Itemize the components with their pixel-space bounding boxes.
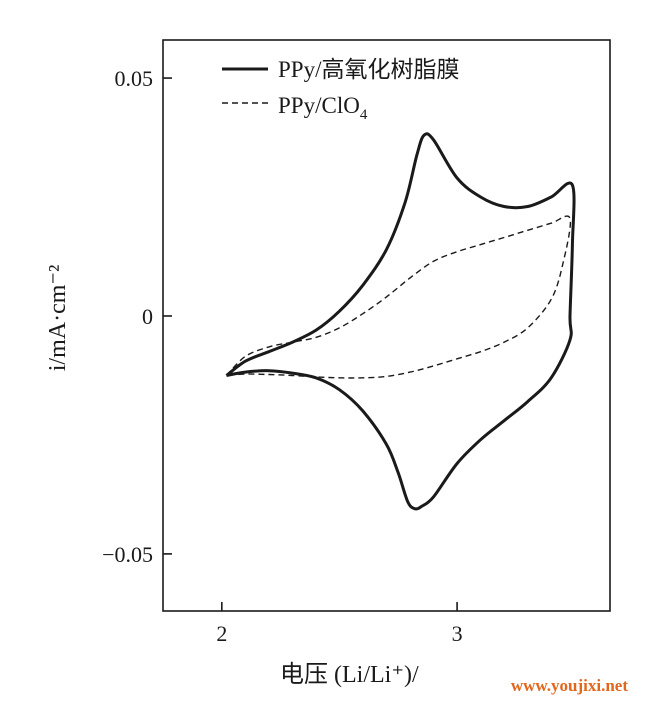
y-tick-label: 0.05 <box>115 66 154 91</box>
y-tick-label: −0.05 <box>102 542 153 567</box>
legend-label-series-2-subscript: 4 <box>360 107 368 123</box>
series-layer <box>225 132 576 511</box>
x-tick-label: 2 <box>216 621 227 646</box>
series-line-dashed <box>225 215 572 379</box>
plot-frame <box>162 39 611 612</box>
y-axis-label: i/mA·cm⁻² <box>45 265 71 372</box>
series-line-solid <box>225 132 576 511</box>
y-tick-label: 0 <box>142 304 153 329</box>
legend-label-series-2-text: PPy/ClO <box>278 93 360 118</box>
watermark-text: www.youjixi.net <box>511 676 628 695</box>
legend: PPy/高氧化树脂膜 PPy/ClO4 <box>222 57 459 123</box>
legend-label-series-1: PPy/高氧化树脂膜 <box>278 57 459 82</box>
x-tick-label: 3 <box>452 621 463 646</box>
x-axis-label: 电压 (Li/Li⁺)/ <box>280 661 419 688</box>
legend-label-series-2: PPy/ClO4 <box>278 93 368 123</box>
y-axis-ticks: 0.05 0 −0.05 <box>102 66 172 567</box>
